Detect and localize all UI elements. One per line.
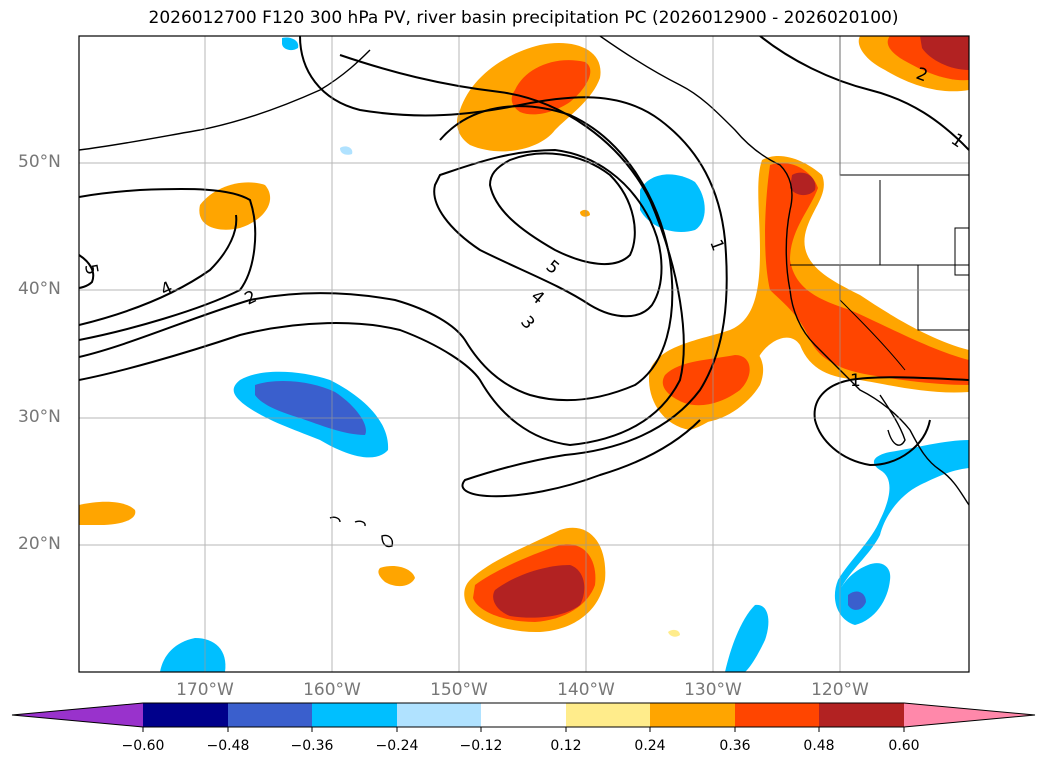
colorbar-bin: [312, 703, 397, 727]
contour-label: 1: [850, 371, 861, 391]
lon-label: 150°W: [430, 680, 488, 700]
map-title: 2026012700 F120 300 hPa PV, river basin …: [148, 8, 899, 28]
colorbar-bin: [566, 703, 650, 727]
lon-label: 140°W: [557, 680, 615, 700]
colorbar-bin: [481, 703, 566, 727]
lon-label: 170°W: [176, 680, 234, 700]
colorbar-tick-label: 0.24: [634, 738, 666, 754]
colorbar-tick-label: 0.48: [803, 738, 835, 754]
lon-label: 130°W: [684, 680, 742, 700]
lat-label: 50°N: [18, 152, 61, 172]
pv-contours: [79, 36, 969, 498]
lon-label: 120°W: [811, 680, 869, 700]
colorbar-tick-label: −0.36: [290, 738, 334, 754]
colorbar-bin: [397, 703, 481, 727]
colorbar-tick-label: 0.12: [550, 738, 582, 754]
colorbar-tick-label: 0.36: [719, 738, 751, 754]
colorbar-tick-label: 0.60: [888, 738, 920, 754]
colorbar: [11, 702, 1036, 732]
colorbar-bin: [819, 703, 904, 727]
colorbar-tick-label: −0.12: [459, 738, 503, 754]
colorbar-bin: [143, 703, 228, 727]
gridlines: [79, 36, 969, 672]
colorbar-extend-high: [904, 703, 1035, 727]
precip-shading: [79, 36, 969, 672]
colorbar-bin: [735, 703, 819, 727]
lat-label: 40°N: [18, 279, 61, 299]
map-frame: [78, 35, 970, 673]
state-borders: [790, 36, 969, 371]
colorbar-extend-low: [12, 703, 143, 727]
colorbar-bin: [228, 703, 312, 727]
coastlines: [79, 36, 969, 548]
contour-label: 5: [80, 262, 102, 276]
colorbar-bin: [650, 703, 735, 727]
lat-label: 20°N: [18, 534, 61, 554]
lat-label: 30°N: [18, 407, 61, 427]
contour-label: 3: [516, 312, 538, 333]
contour-label: 5: [542, 257, 563, 279]
colorbar-tick-label: −0.24: [375, 738, 419, 754]
lon-label: 160°W: [303, 680, 361, 700]
colorbar-tick-label: −0.60: [121, 738, 165, 754]
contour-label: 1: [705, 237, 727, 254]
colorbar-tick-label: −0.48: [206, 738, 250, 754]
